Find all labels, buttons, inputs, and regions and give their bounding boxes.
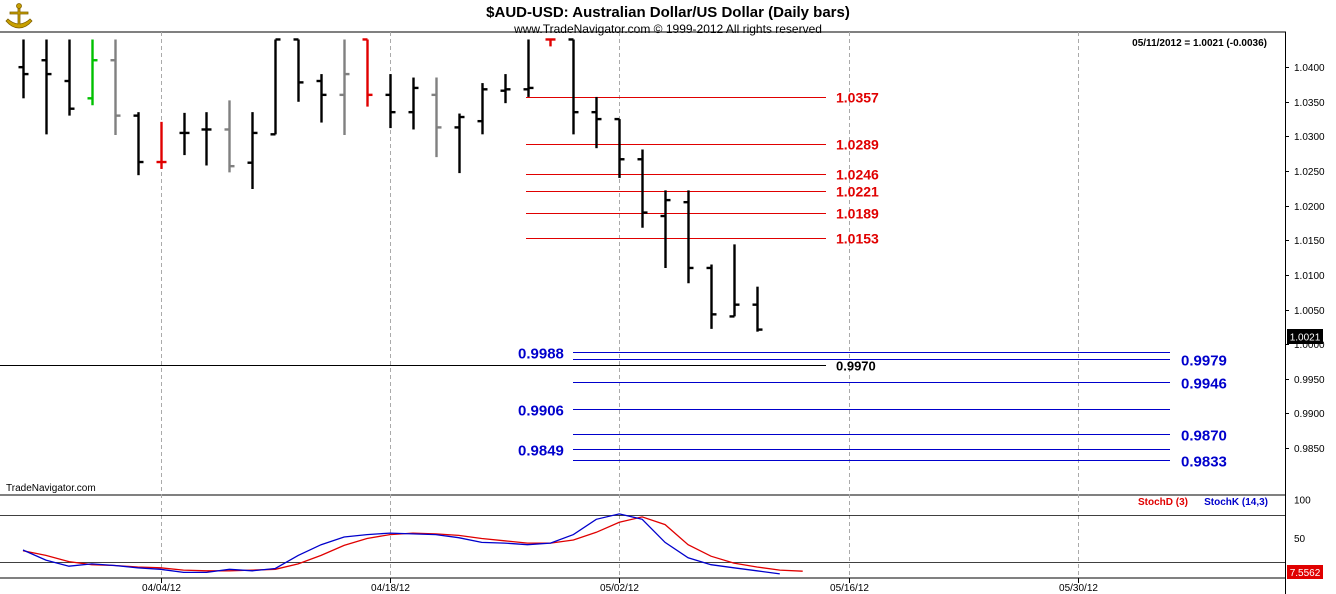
ohlc-bar-1	[41, 39, 52, 135]
date-tick-label-2: 05/02/12	[600, 583, 639, 594]
ohlc-bar-8	[201, 112, 212, 166]
price-tick-label-9: 0.9950	[1294, 375, 1325, 386]
baseline-label: 0.9970	[836, 359, 876, 374]
last-price-tag-bg	[1287, 329, 1323, 344]
price-tick-label-10: 0.9900	[1294, 409, 1325, 420]
ohlc-bar-13	[316, 74, 327, 123]
ohlc-bar-3	[87, 39, 98, 106]
ohlc-bar-28	[660, 190, 671, 268]
copyright-notice: www.TradeNavigator.com © 1999-2012 All r…	[513, 22, 822, 36]
resistance-label-1: 1.0289	[836, 137, 879, 153]
ohlc-bar-22	[523, 39, 534, 97]
stoch-value-tag: 7.5562	[1290, 568, 1321, 579]
price-tick-label-1: 1.0350	[1294, 98, 1325, 109]
stochd-legend: StochD (3)	[1138, 497, 1188, 508]
ohlc-bar-5	[133, 112, 144, 176]
ohlc-bar-25	[591, 96, 602, 149]
vertical-gridlines	[161, 32, 1079, 578]
price-tick-label-2: 1.0300	[1294, 132, 1325, 143]
stochastic-panel: 100 50	[0, 496, 1311, 575]
stoch-value-tag-bg	[1287, 565, 1323, 579]
stoch-tick-label-0: 100	[1294, 496, 1311, 507]
trade-navigator-logo	[5, 3, 33, 29]
date-axis: 04/04/12 04/18/12 05/02/12 05/16/12 05/30/12	[142, 578, 1098, 594]
ohlc-bar-26	[614, 117, 625, 178]
ohlc-bar-10	[247, 112, 258, 190]
ohlc-bar-17	[408, 77, 419, 130]
ohlc-bar-2	[64, 39, 75, 116]
support-right-label-0: 0.9979	[1181, 353, 1227, 370]
ohlc-bars	[18, 38, 763, 332]
ohlc-bar-14	[339, 39, 350, 136]
ohlc-bar-9	[224, 100, 235, 173]
stoch-tick-label-1: 50	[1294, 534, 1306, 545]
ohlc-bar-31	[729, 244, 740, 318]
date-tick-label-4: 05/30/12	[1059, 583, 1098, 594]
last-price-tag: 1.0021	[1290, 333, 1321, 344]
price-axis: 1.0400 1.0350 1.0300 1.0250 1.0200 1.0150 1.01…	[1285, 63, 1325, 455]
price-tick-label-0: 1.0400	[1294, 63, 1325, 74]
support-right-label-1: 0.9946	[1181, 376, 1227, 393]
ohlc-bar-15	[362, 38, 373, 107]
price-tick-label-8: 1.0000	[1294, 340, 1325, 351]
stochk-line	[22, 513, 780, 575]
ohlc-bar-23	[545, 38, 556, 47]
date-tick-label-0: 04/04/12	[142, 583, 181, 594]
ohlc-bar-0	[18, 39, 29, 99]
stochk-legend: StochK (14,3)	[1204, 497, 1268, 508]
date-tick-label-1: 04/18/12	[371, 583, 410, 594]
ohlc-bar-19	[454, 113, 465, 174]
price-tick-label-7: 1.0050	[1294, 306, 1325, 317]
quote-readout: 05/11/2012 = 1.0021 (-0.0036)	[1132, 38, 1267, 49]
price-tick-label-4: 1.0200	[1294, 202, 1325, 213]
resistance-label-0: 1.0357	[836, 90, 879, 106]
resistance-label-2: 1.0246	[836, 167, 879, 183]
support-right-label-3: 0.9833	[1181, 454, 1227, 471]
ohlc-bar-4	[110, 39, 121, 136]
support-right-label-2: 0.9870	[1181, 428, 1227, 445]
resistance-label-4: 1.0189	[836, 206, 879, 222]
stochd-line	[22, 516, 803, 572]
ohlc-bar-16	[385, 74, 396, 129]
ohlc-bar-21	[500, 74, 511, 104]
chart-title: $AUD-USD: Australian Dollar/US Dollar (D…	[486, 4, 850, 21]
ohlc-bar-29	[683, 190, 694, 284]
ohlc-bar-18	[431, 77, 442, 158]
ohlc-bar-27	[637, 149, 648, 228]
resistance-label-3: 1.0221	[836, 184, 879, 200]
support-left-label-1: 0.9906	[518, 403, 564, 420]
ohlc-bar-6	[156, 121, 167, 169]
watermark: TradeNavigator.com	[6, 483, 96, 494]
date-tick-label-3: 05/16/12	[830, 583, 869, 594]
ohlc-bar-32	[752, 286, 763, 332]
ohlc-bar-11	[270, 38, 281, 136]
resistance-label-5: 1.0153	[836, 231, 879, 247]
ohlc-bar-12	[293, 38, 304, 102]
ohlc-bar-30	[706, 264, 717, 329]
ohlc-bar-20	[477, 83, 488, 135]
support-left-label-2: 0.9849	[518, 443, 564, 460]
ohlc-bar-24	[568, 38, 579, 135]
support-left-label-0: 0.9988	[518, 346, 564, 363]
price-tick-label-11: 0.9850	[1294, 444, 1325, 455]
price-tick-label-6: 1.0100	[1294, 271, 1325, 282]
price-tick-label-5: 1.0150	[1294, 236, 1325, 247]
ohlc-bar-7	[179, 112, 190, 156]
price-tick-label-3: 1.0250	[1294, 167, 1325, 178]
